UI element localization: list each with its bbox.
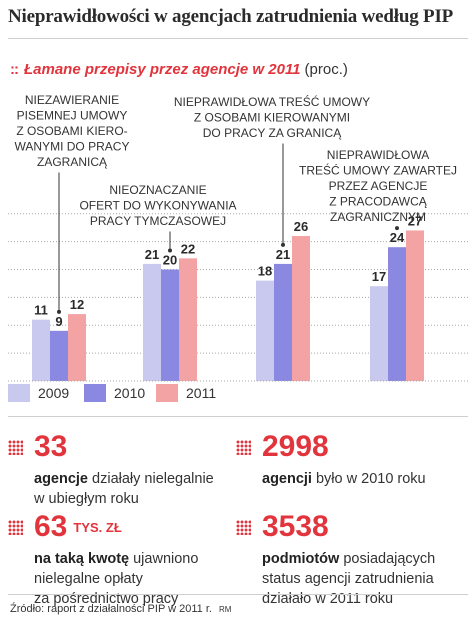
- bar-value-label: 17: [372, 269, 386, 284]
- bar-value-label: 11: [34, 303, 48, 318]
- connector-dot: [57, 309, 61, 314]
- legend-label-2010: 2010: [114, 385, 146, 401]
- subtitle-main: Łamane przepisy przez agencje w 2011: [24, 61, 301, 78]
- bar-2011: [406, 230, 424, 381]
- bar-2011: [292, 236, 310, 381]
- title-divider: [8, 38, 468, 39]
- dot-grid-icon: [8, 520, 23, 535]
- chart-subtitle: :: Łamane przepisy przez agencje w 2011 (p…: [10, 61, 348, 78]
- footer-divider: [8, 594, 468, 595]
- connector-dot: [395, 226, 399, 231]
- category-label: OFERT DO WYKONYWANIA: [79, 199, 236, 213]
- bar-value-label: 9: [55, 314, 62, 329]
- stat-number: 63 TYS. ZŁ: [34, 510, 122, 543]
- category-label: DO PRACY ZA GRANICĄ: [203, 126, 342, 140]
- bar-2009: [256, 280, 274, 381]
- connector-dot: [281, 242, 285, 247]
- bar-value-label: 27: [408, 213, 422, 228]
- bar-2010: [161, 269, 179, 381]
- category-label: ZAGRANICZNYM: [330, 210, 426, 224]
- category-label: ZAGRANICĄ: [37, 155, 108, 169]
- bar-value-label: 26: [294, 219, 308, 234]
- category-label: NIEZAWIERANIE: [25, 93, 119, 107]
- stat-description: podmiotów posiadających status agencji z…: [262, 551, 436, 607]
- category-label: PRACY TYMCZASOWEJ: [90, 214, 226, 228]
- bar-value-label: 21: [145, 247, 159, 262]
- stat-number: 33: [34, 430, 68, 463]
- dot-grid-icon: [236, 440, 251, 455]
- stat-number: 2998: [262, 430, 329, 463]
- bar-value-label: 21: [276, 247, 290, 262]
- bar-2009: [143, 263, 161, 381]
- stat-description: agencji było w 2010 roku: [262, 471, 426, 487]
- bar-2009: [32, 319, 50, 381]
- category-label: NIEPRAWIDŁOWA TREŚĆ UMOWY: [174, 94, 370, 109]
- stat-number: 3538: [262, 510, 329, 543]
- legend-item-2009: 2009: [8, 384, 69, 402]
- bar-2010: [274, 263, 292, 381]
- category-label: PISEMNEJ UMOWY: [17, 109, 128, 123]
- bar-value-label: 24: [390, 230, 405, 245]
- legend-item-2010: 2010: [84, 384, 145, 402]
- category-label: Z OSOBAMI KIEROWANYMI: [194, 111, 350, 125]
- page-title: Nieprawidłowości w agencjach zatrudnieni…: [8, 6, 454, 27]
- legend-label-2009: 2009: [38, 385, 70, 401]
- category-label: WANYMI DO PRACY: [15, 140, 130, 154]
- stats-divider: [8, 416, 468, 417]
- stat-description: na taką kwotę ujawniono nielegalne opłat…: [34, 551, 199, 607]
- legend-swatch-2009: [8, 384, 30, 402]
- bar-2009: [370, 286, 388, 381]
- legend-swatch-2011: [156, 384, 178, 402]
- author-initials: RM: [219, 605, 232, 614]
- category-label: NIEPRAWIDŁOWA: [327, 148, 429, 162]
- stat-description: agencje działały nielegalnie w ubiegłym …: [34, 471, 214, 507]
- bar-2011: [179, 258, 197, 381]
- bar-value-label: 22: [181, 241, 195, 256]
- dot-grid-icon: [8, 440, 23, 455]
- bar-2010: [50, 330, 68, 381]
- bar-value-label: 18: [258, 264, 272, 279]
- category-label: TREŚĆ UMOWY ZAWARTEJ: [299, 163, 457, 178]
- category-label: NIEOZNACZANIE: [109, 183, 206, 197]
- stat-unit: TYS. ZŁ: [73, 520, 122, 535]
- legend-label-2011: 2011: [186, 385, 217, 401]
- connector-dot: [168, 248, 172, 253]
- bar-value-label: 20: [163, 252, 177, 267]
- bar-value-label: 12: [70, 297, 84, 312]
- dot-grid-icon: [236, 520, 251, 535]
- bar-2011: [68, 314, 86, 381]
- subtitle-dots-icon: ::: [10, 61, 19, 78]
- legend-item-2011: 2011: [156, 384, 216, 402]
- subtitle-unit: (proc.): [304, 61, 348, 78]
- source-note: Źródło: raport z działalności PIP w 2011…: [10, 603, 212, 615]
- category-label: Z OSOBAMI KIERO-: [16, 124, 127, 138]
- category-label: Z PRACODAWCĄ: [329, 195, 428, 209]
- legend-swatch-2010: [84, 384, 106, 402]
- bar-2010: [388, 247, 406, 381]
- category-label: PRZEZ AGENCJE: [329, 179, 428, 193]
